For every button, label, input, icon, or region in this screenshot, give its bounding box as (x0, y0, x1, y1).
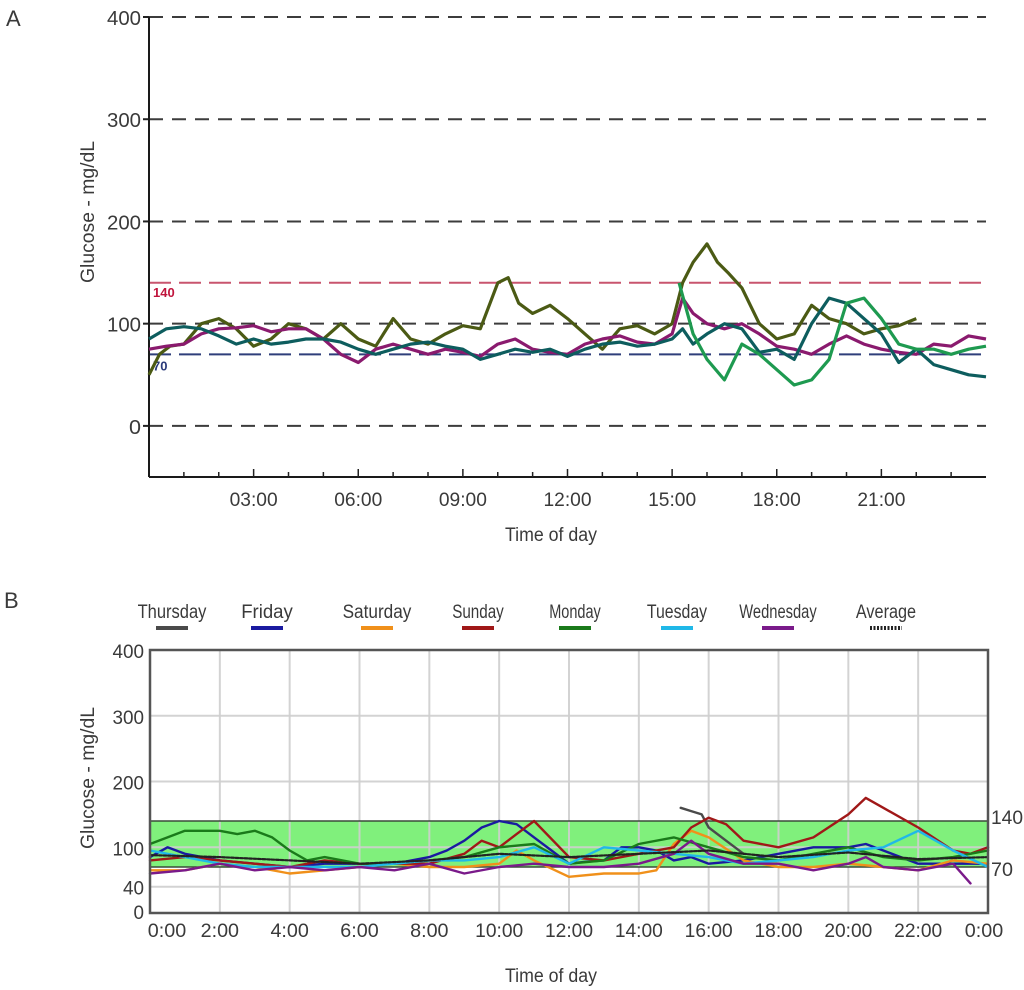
x-tick-label: 14:00 (615, 921, 663, 942)
x-tick-label: 12:00 (544, 490, 592, 511)
series-line-green (677, 282, 987, 387)
x-tick-label: 18:00 (753, 490, 801, 511)
legend-label-thursday: Thursday (138, 602, 207, 623)
x-tick-label: 12:00 (545, 921, 593, 942)
x-tick-label: 8:00 (410, 921, 448, 942)
x-tick-label: 2:00 (201, 921, 239, 942)
reference-label-140: 140 (153, 285, 175, 300)
legend-label-average: Average (856, 602, 916, 623)
panel-b-label: B (4, 588, 19, 613)
x-tick-label: 09:00 (439, 490, 487, 511)
x-tick-label: 21:00 (857, 490, 905, 511)
x-axis-title: Time of day (505, 525, 597, 546)
x-tick-label: 16:00 (685, 921, 733, 942)
x-tick-label: 0:00 (148, 921, 186, 942)
legend-label-saturday: Saturday (343, 602, 412, 623)
series-line-olive (147, 242, 917, 376)
series-line-magenta (148, 296, 987, 365)
legend-label-wednesday: Wednesday (739, 602, 817, 623)
legend-label-tuesday: Tuesday (647, 602, 708, 623)
legend-label-friday: Friday (241, 602, 293, 623)
panel-b: B Thursday Friday Saturday Sunday Monday Tuesd… (4, 588, 1023, 987)
series-line-teal (148, 296, 987, 379)
x-tick-label: 18:00 (755, 921, 803, 942)
x-tick-label: 10:00 (475, 921, 523, 942)
y-tick-label: 400 (107, 8, 141, 30)
x-tick-label: 03:00 (230, 490, 278, 511)
y-tick-label: 0 (129, 417, 141, 439)
series-line-saturday (148, 829, 990, 878)
y-tick-label: 100 (107, 315, 141, 337)
x-tick-label: 4:00 (270, 921, 308, 942)
y-tick-label: 200 (113, 774, 145, 795)
y-tick-label: 400 (113, 642, 145, 663)
series-line-monday (148, 829, 990, 865)
legend-label-sunday: Sunday (452, 602, 504, 623)
x-tick-label: 0:00 (965, 921, 1003, 942)
y-tick-label: 300 (107, 110, 141, 132)
y-axis-title: Glucose - mg/dL (78, 141, 99, 283)
x-tick-label: 06:00 (334, 490, 382, 511)
x-tick-label: 20:00 (824, 921, 872, 942)
target-high-label: 140 (991, 808, 1023, 829)
y-tick-label: 40 (123, 879, 144, 900)
plot-frame (148, 648, 990, 915)
x-tick-label: 6:00 (340, 921, 378, 942)
target-low-label: 70 (991, 860, 1013, 881)
y-tick-label: 100 (113, 839, 145, 860)
panel-a-label: A (6, 6, 21, 31)
y-tick-label: 300 (113, 708, 145, 729)
x-tick-label: 15:00 (648, 490, 696, 511)
y-axis-title: Glucose - mg/dL (78, 707, 99, 849)
y-tick-label: 0 (134, 903, 145, 924)
series-line-wednesday (148, 839, 972, 885)
x-axis-title: Time of day (505, 966, 597, 987)
series-line-average (148, 849, 990, 865)
legend-label-monday: Monday (549, 602, 601, 623)
x-tick-label: 22:00 (894, 921, 942, 942)
y-tick-label: 200 (107, 212, 141, 234)
